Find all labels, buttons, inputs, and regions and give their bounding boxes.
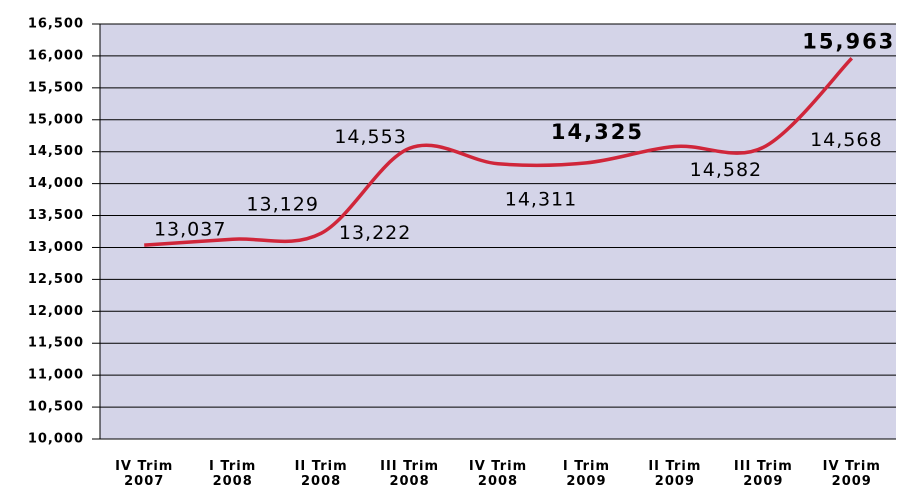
data-label: 13,222 <box>339 222 411 244</box>
y-tick-label: 11,500 <box>28 336 84 351</box>
y-tick-label: 16,000 <box>28 48 84 63</box>
y-tick-label: 15,000 <box>28 112 84 127</box>
x-tick-label: III Trim 2008 <box>380 459 439 489</box>
x-tick-label: IV Trim 2009 <box>823 459 881 489</box>
y-tick-label: 13,500 <box>28 208 84 223</box>
y-tick-label: 11,000 <box>28 368 84 383</box>
x-tick-label: I Trim 2009 <box>563 459 610 489</box>
x-tick-label: II Trim 2008 <box>295 459 348 489</box>
data-label: 13,037 <box>154 219 226 241</box>
data-label: 15,963 <box>802 29 895 53</box>
data-label: 13,129 <box>246 194 318 216</box>
plot-area <box>100 24 896 439</box>
y-tick-label: 12,000 <box>28 304 84 319</box>
y-tick-label: 15,500 <box>28 80 84 95</box>
data-label: 14,568 <box>810 129 882 151</box>
y-tick-label: 12,500 <box>28 272 84 287</box>
x-tick-label: IV Trim 2008 <box>469 459 527 489</box>
x-tick-label: I Trim 2008 <box>209 459 256 489</box>
x-tick-label: IV Trim 2007 <box>115 459 173 489</box>
y-tick-label: 14,000 <box>28 176 84 191</box>
y-tick-label: 10,000 <box>28 432 84 447</box>
y-tick-label: 10,500 <box>28 400 84 415</box>
x-tick-label: II Trim 2009 <box>648 459 701 489</box>
data-label: 14,311 <box>505 188 577 210</box>
line <box>144 57 854 247</box>
y-tick-label: 13,000 <box>28 240 84 255</box>
data-label: 14,325 <box>551 120 644 144</box>
x-tick-label: III Trim 2009 <box>734 459 793 489</box>
y-tick-label: 14,500 <box>28 144 84 159</box>
data-label: 14,582 <box>690 159 762 181</box>
data-label: 14,553 <box>334 126 406 148</box>
y-tick-label: 16,500 <box>28 17 84 32</box>
